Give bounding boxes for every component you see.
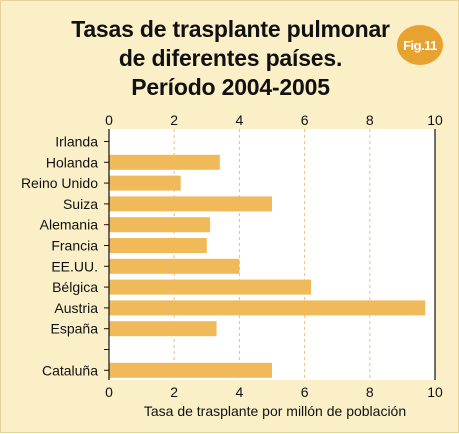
category-label: Alemania bbox=[40, 217, 99, 233]
title-line-1: Tasas de trasplante pulmonar bbox=[71, 16, 390, 42]
bar-reino-unido bbox=[109, 175, 181, 191]
bar-ee-uu- bbox=[109, 258, 240, 274]
x-tick-label-top: 4 bbox=[236, 112, 244, 128]
bar-austria bbox=[109, 300, 426, 316]
bar-cataluña bbox=[109, 362, 272, 378]
chart-title: Tasas de trasplante pulmonar de diferent… bbox=[1, 15, 459, 102]
category-label: EE.UU. bbox=[51, 258, 98, 274]
x-tick-label-bottom: 2 bbox=[170, 384, 178, 400]
x-tick-label-bottom: 10 bbox=[427, 384, 443, 400]
x-tick-label-bottom: 4 bbox=[236, 384, 244, 400]
title-line-3: Período 2004-2005 bbox=[131, 74, 330, 100]
x-tick-label-top: 10 bbox=[427, 112, 443, 128]
category-label: Irlanda bbox=[55, 134, 98, 150]
category-label: Cataluña bbox=[42, 362, 98, 378]
category-label: Francia bbox=[51, 238, 98, 254]
plot-area bbox=[109, 129, 435, 380]
x-tick-label-bottom: 0 bbox=[105, 384, 113, 400]
category-label: España bbox=[51, 321, 99, 337]
title-line-2: de diferentes países. bbox=[118, 45, 343, 71]
x-tick-label-top: 8 bbox=[366, 112, 374, 128]
category-label: Reino Unido bbox=[21, 175, 98, 191]
category-label: Holanda bbox=[46, 154, 98, 170]
category-label: Austria bbox=[54, 300, 98, 316]
bar-francia bbox=[109, 238, 207, 253]
bar-bélgica bbox=[109, 279, 312, 295]
x-axis-label: Tasa de trasplante por millón de poblaci… bbox=[144, 403, 406, 419]
category-label: Bélgica bbox=[52, 279, 98, 295]
bar-alemania bbox=[109, 217, 211, 233]
x-tick-label-top: 0 bbox=[105, 112, 113, 128]
x-tick-label-bottom: 8 bbox=[366, 384, 374, 400]
figure-number-badge: Fig.11 bbox=[397, 25, 443, 65]
bar-suiza bbox=[109, 196, 272, 212]
category-label: Suiza bbox=[63, 196, 98, 212]
x-tick-label-top: 6 bbox=[301, 112, 309, 128]
bar-españa bbox=[109, 321, 217, 337]
x-tick-label-bottom: 6 bbox=[301, 384, 309, 400]
x-tick-label-top: 2 bbox=[170, 112, 178, 128]
bar-holanda bbox=[109, 154, 220, 170]
